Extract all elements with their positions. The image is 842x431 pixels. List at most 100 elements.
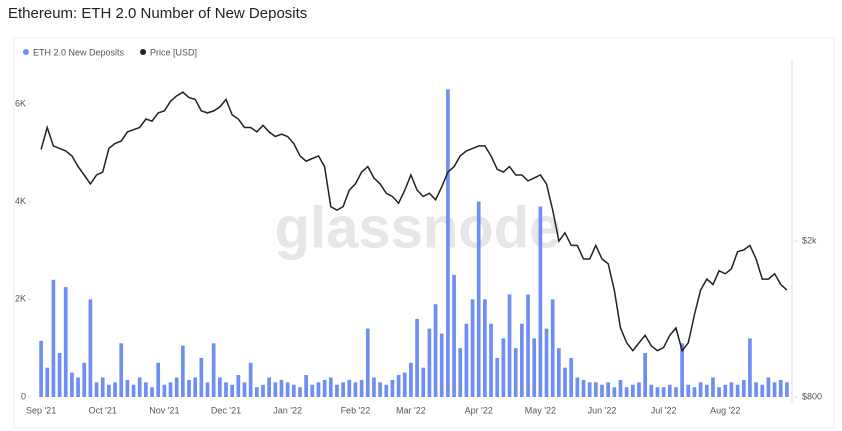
bar (520, 323, 524, 397)
bar (674, 387, 678, 397)
bar (322, 379, 327, 397)
bar (778, 379, 783, 397)
bar (230, 384, 235, 397)
x-tick-label: May '22 (525, 405, 556, 415)
bar (335, 384, 339, 397)
bar (119, 343, 124, 397)
bar (618, 379, 623, 397)
bar (452, 274, 456, 397)
bar (643, 353, 647, 397)
bar (304, 375, 308, 397)
bar (328, 377, 333, 397)
bar (205, 382, 210, 397)
bar (273, 382, 278, 397)
x-tick-label: Apr '22 (465, 405, 493, 415)
bar (113, 382, 117, 397)
bar (211, 343, 216, 397)
bar (181, 345, 185, 397)
bar (501, 338, 506, 397)
bar (187, 379, 191, 397)
bar (717, 387, 721, 397)
bar (76, 377, 80, 397)
bar (667, 384, 672, 397)
x-tick-label: Dec '21 (211, 405, 241, 415)
bar (464, 323, 469, 397)
bar (760, 384, 765, 397)
bar (680, 343, 684, 397)
bar (415, 318, 419, 397)
bar (692, 387, 697, 397)
bar (587, 382, 592, 397)
bar (51, 279, 56, 397)
bar (630, 384, 635, 397)
bar (396, 375, 401, 397)
x-tick-label: Oct '21 (89, 405, 117, 415)
bar (624, 387, 629, 397)
bar (723, 384, 728, 397)
y-tick-label: 0 (21, 391, 26, 401)
bar (470, 299, 475, 397)
bar (341, 382, 345, 397)
x-tick-label: Jan '22 (273, 405, 302, 415)
bar (63, 287, 68, 397)
bar (236, 375, 241, 397)
bar (107, 384, 111, 397)
bar (754, 382, 758, 397)
bar (483, 299, 487, 397)
bar (248, 362, 253, 397)
bar (446, 89, 450, 397)
bar (538, 206, 543, 397)
bar (131, 384, 136, 397)
bar (612, 387, 617, 397)
x-tick-label: Jul '22 (651, 405, 677, 415)
bar (581, 379, 586, 397)
bar (698, 382, 703, 397)
bar (224, 382, 228, 397)
bar (156, 362, 161, 397)
bar (70, 372, 74, 397)
bar (409, 362, 413, 397)
bar (593, 382, 598, 397)
bar (439, 333, 444, 397)
legend-label: Price [USD] (150, 47, 197, 57)
bar (711, 377, 715, 397)
bar (82, 362, 87, 397)
bar (606, 382, 611, 397)
legend-swatch (23, 49, 29, 55)
bar (495, 357, 500, 397)
bar (600, 384, 604, 397)
y2-tick-label: $800 (802, 391, 822, 401)
bar (513, 348, 518, 397)
x-tick-label: Jun '22 (588, 405, 617, 415)
x-tick-label: Feb '22 (341, 405, 371, 415)
bar (741, 379, 746, 397)
bar (507, 294, 512, 397)
bar (575, 377, 580, 397)
bar (267, 377, 271, 397)
bar (285, 382, 290, 397)
y-tick-label: 2K (15, 294, 26, 304)
chart-title: Ethereum: ETH 2.0 Number of New Deposits (8, 5, 307, 22)
legend-label: ETH 2.0 New Deposits (33, 47, 125, 57)
bar (532, 338, 537, 397)
bar (298, 387, 302, 397)
legend-swatch (140, 49, 147, 55)
bar (347, 379, 352, 397)
bar (162, 384, 167, 397)
bar (199, 357, 204, 397)
bar (168, 382, 173, 397)
bar (94, 382, 99, 397)
bar (353, 382, 358, 397)
bar (544, 328, 549, 397)
bar (649, 384, 654, 397)
bar (421, 367, 426, 397)
bar (569, 357, 574, 397)
bar (316, 382, 321, 397)
bar (563, 367, 567, 397)
bar (748, 338, 752, 397)
x-tick-label: Sep '21 (26, 405, 56, 415)
bar (402, 372, 407, 397)
bar (359, 379, 364, 397)
bar (100, 377, 105, 397)
